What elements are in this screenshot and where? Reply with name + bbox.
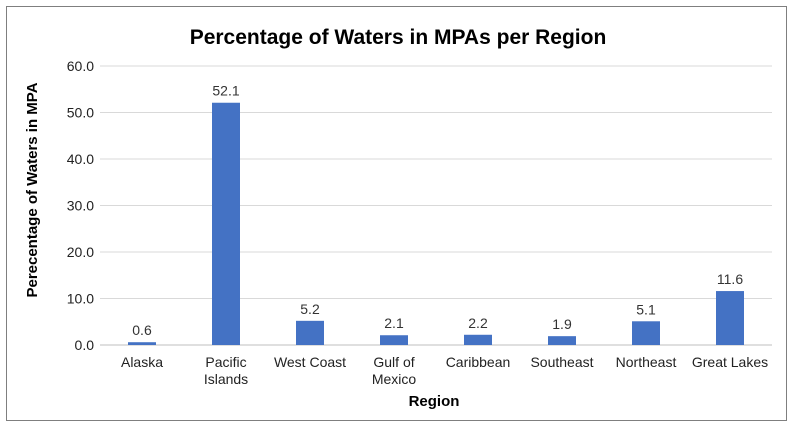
x-category-label: Southeast xyxy=(530,354,593,370)
data-label: 5.1 xyxy=(636,301,656,317)
data-label: 1.9 xyxy=(552,316,572,332)
y-tick-label: 60.0 xyxy=(67,58,94,74)
x-axis-title: Region xyxy=(409,393,460,410)
data-label: 2.1 xyxy=(384,315,404,331)
x-axis-categories: Alaska Pacific Islands West Coast Gulf of Mex… xyxy=(121,354,768,387)
data-label: 2.2 xyxy=(468,315,488,331)
chart-frame xyxy=(6,6,787,421)
bar xyxy=(128,342,156,345)
y-axis-title: Perecentage of Waters in MPA xyxy=(24,82,41,297)
x-category-label: Pacific Islands xyxy=(204,354,248,387)
bar xyxy=(296,320,324,345)
bar xyxy=(380,335,408,345)
bar xyxy=(548,336,576,345)
y-axis-ticks: 0.0 10.0 20.0 30.0 40.0 50.0 60.0 xyxy=(67,58,94,353)
y-tick-label: 30.0 xyxy=(67,198,94,214)
bar xyxy=(716,291,744,345)
y-tick-label: 10.0 xyxy=(67,291,94,307)
bars xyxy=(128,102,744,345)
x-category-label: Great Lakes xyxy=(692,354,768,370)
gridlines xyxy=(100,65,772,346)
chart-title: Percentage of Waters in MPAs per Region xyxy=(190,26,607,49)
y-tick-label: 40.0 xyxy=(67,151,94,167)
y-tick-label: 20.0 xyxy=(67,244,94,260)
y-tick-label: 0.0 xyxy=(75,337,95,353)
x-category-label: Alaska xyxy=(121,354,163,370)
bar xyxy=(464,334,492,345)
bar xyxy=(212,102,240,345)
y-tick-label: 50.0 xyxy=(67,105,94,121)
data-label: 52.1 xyxy=(212,83,239,99)
x-category-label: West Coast xyxy=(274,354,346,370)
data-label: 11.6 xyxy=(717,271,743,287)
data-label: 5.2 xyxy=(300,301,320,317)
x-category-label: Gulf of Mexico xyxy=(372,354,417,387)
data-label: 0.6 xyxy=(132,322,152,338)
bar xyxy=(632,321,660,345)
x-category-label: Caribbean xyxy=(446,354,511,370)
data-labels: 0.6 52.1 5.2 2.1 2.2 1.9 5.1 11.6 xyxy=(132,83,743,338)
x-category-label: Northeast xyxy=(616,354,677,370)
